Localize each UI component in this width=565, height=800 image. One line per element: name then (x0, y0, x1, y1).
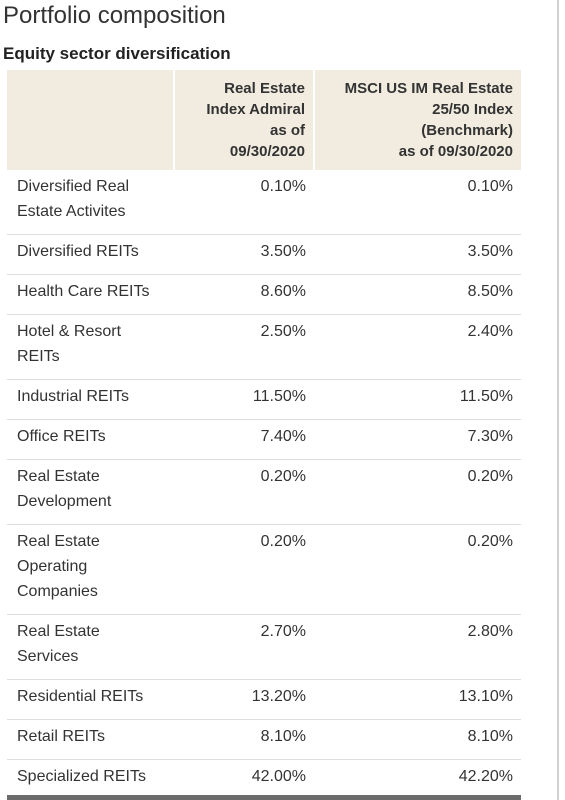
table-row: Hotel & Resort REITs 2.50% 2.40% (7, 314, 521, 380)
fund-value-cell: 8.60% (174, 274, 314, 315)
sector-name-line: Operating (17, 558, 88, 575)
benchmark-value-cell: 8.50% (314, 274, 521, 315)
table-row: Diversified Real Estate Activites 0.10% 0.1… (7, 170, 521, 235)
sector-cell: Hotel & Resort REITs (7, 314, 174, 380)
table-row: Real Estate Development 0.20% 0.20% (7, 459, 521, 525)
sector-name-line: Real Estate (17, 533, 100, 550)
sector-cell: Retail REITs (7, 719, 174, 760)
table-bottom-border (7, 795, 521, 800)
sector-cell: Real Estate Operating Companies (7, 524, 174, 615)
benchmark-value-cell: 7.30% (314, 419, 521, 460)
header-fund: Real Estate Index Admiral as of 09/30/20… (174, 70, 315, 170)
header-benchmark-line: (Benchmark) (421, 122, 513, 139)
benchmark-value-cell: 0.20% (314, 459, 521, 525)
section-title: Equity sector diversification (3, 44, 231, 63)
table-row: Real Estate Operating Companies 0.20% 0.20% (7, 524, 521, 615)
fund-value-cell: 2.50% (174, 314, 314, 380)
header-benchmark-line: as of 09/30/2020 (398, 143, 513, 160)
sector-cell: Industrial REITs (7, 379, 174, 420)
benchmark-value-cell: 42.20% (458, 768, 513, 785)
sector-name-line: Services (17, 648, 79, 665)
sector-name-line: Retail REITs (17, 728, 106, 745)
header-benchmark-line: 25/50 Index (432, 101, 513, 118)
sector-name-line: Hotel & Resort (17, 323, 122, 340)
sector-name-line: Specialized REITs (17, 768, 146, 785)
benchmark-value-cell: 3.50% (314, 234, 521, 275)
sector-name-line: Health Care REITs (17, 283, 150, 300)
benchmark-value-cell: 13.10% (314, 679, 521, 720)
sector-name-line: Office REITs (17, 428, 106, 445)
fund-value-cell: 11.50% (174, 379, 314, 420)
header-fund-line: 09/30/2020 (229, 143, 305, 160)
fund-value-cell: 2.70% (174, 614, 314, 680)
header-sector (7, 70, 175, 170)
table-body: Diversified Real Estate Activites 0.10% 0.1… (7, 170, 521, 799)
sector-cell: Real Estate Services (7, 614, 174, 680)
fund-value-cell: 42.00% (251, 768, 306, 785)
header-fund-line: as of (269, 122, 305, 139)
table-row: Industrial REITs 11.50% 11.50% (7, 379, 521, 420)
benchmark-value-cell: 2.80% (314, 614, 521, 680)
header-fund-line: Real Estate (224, 80, 305, 97)
page-title: Portfolio composition (3, 2, 226, 29)
sector-name-line: Estate Activites (17, 203, 126, 220)
header-fund-line: Index Admiral (206, 101, 305, 118)
sector-name-line: REITs (17, 348, 60, 365)
sector-diversification-table: Real Estate Index Admiral as of 09/30/20… (7, 70, 521, 799)
sector-cell: Health Care REITs (7, 274, 174, 315)
sector-cell: Office REITs (7, 419, 174, 460)
header-benchmark: MSCI US IM Real Estate 25/50 Index (Benc… (314, 70, 521, 170)
fund-value-cell: 13.20% (174, 679, 314, 720)
fund-value-cell: 0.20% (174, 459, 314, 525)
benchmark-value-cell: 2.40% (314, 314, 521, 380)
fund-value-cell: 7.40% (174, 419, 314, 460)
benchmark-value-cell: 8.10% (314, 719, 521, 760)
table-header-row: Real Estate Index Admiral as of 09/30/20… (7, 70, 521, 170)
sector-cell: Residential REITs (7, 679, 174, 720)
benchmark-value-cell: 11.50% (314, 379, 521, 420)
fund-value-cell: 0.20% (174, 524, 314, 615)
table-row: Real Estate Services 2.70% 2.80% (7, 614, 521, 680)
table-row: Office REITs 7.40% 7.30% (7, 419, 521, 460)
sector-name-line: Real Estate (17, 468, 100, 485)
sector-name-line: Industrial REITs (17, 388, 130, 405)
sector-name-line: Diversified Real (17, 178, 130, 195)
benchmark-value-cell: 0.10% (314, 170, 521, 235)
header-benchmark-line: MSCI US IM Real Estate (344, 80, 513, 97)
table-row: Residential REITs 13.20% 13.10% (7, 679, 521, 720)
sector-cell: Diversified REITs (7, 234, 174, 275)
fund-value-cell: 0.10% (174, 170, 314, 235)
sector-name-line: Real Estate (17, 623, 100, 640)
sector-name-line: Development (17, 493, 112, 510)
sector-name-line: Diversified REITs (17, 243, 139, 260)
table-row: Health Care REITs 8.60% 8.50% (7, 274, 521, 315)
sector-cell: Real Estate Development (7, 459, 174, 525)
sector-cell: Specialized REITs (7, 760, 174, 800)
fund-value-cell: 8.10% (174, 719, 314, 760)
table-row: Specialized REITs 42.00% 42.20% (7, 760, 521, 800)
benchmark-value-cell: 0.20% (314, 524, 521, 615)
sector-name-line: Companies (17, 583, 98, 600)
sector-name-line: Residential REITs (17, 688, 144, 705)
table-row: Diversified REITs 3.50% 3.50% (7, 234, 521, 275)
fund-value-cell: 3.50% (174, 234, 314, 275)
table-row: Retail REITs 8.10% 8.10% (7, 719, 521, 760)
sector-cell: Diversified Real Estate Activites (7, 170, 174, 235)
